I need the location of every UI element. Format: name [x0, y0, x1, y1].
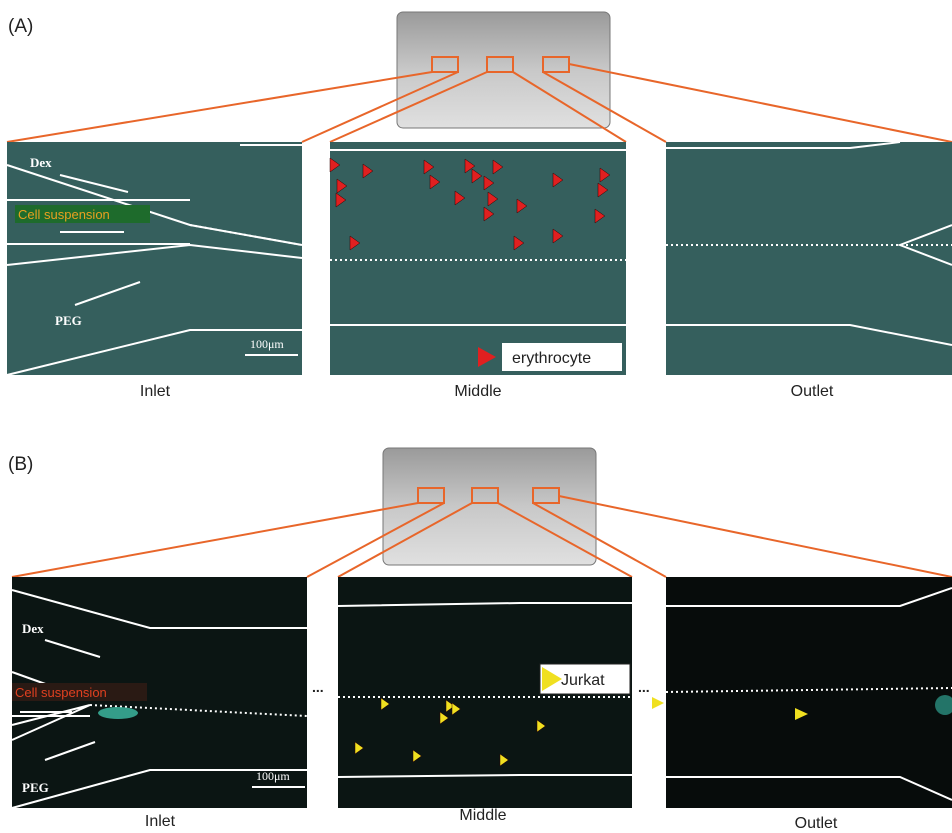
- separator: ...: [312, 679, 324, 695]
- flow-label: Dex: [22, 621, 44, 636]
- chip-photo: [397, 12, 610, 128]
- caption: Middle: [454, 383, 501, 400]
- figure: (A) Dex Cell suspension PEG 100μm erythr…: [0, 0, 952, 833]
- legend-label: erythrocyte: [512, 350, 591, 367]
- flow-label: PEG: [55, 313, 82, 328]
- caption: Inlet: [145, 813, 176, 830]
- panel-label: (B): [8, 454, 33, 475]
- flow-label: PEG: [22, 780, 49, 795]
- chip-photo: [383, 448, 596, 565]
- caption: Outlet: [791, 383, 834, 400]
- scale-bar: 100μm: [250, 337, 284, 351]
- caption: Outlet: [795, 815, 838, 832]
- flow-label: Cell suspension: [18, 207, 110, 222]
- flow-label: Dex: [30, 155, 52, 170]
- outlet-image: [666, 142, 952, 375]
- flow-label: Cell suspension: [15, 685, 107, 700]
- panel-label: (A): [8, 16, 33, 37]
- marker: [652, 697, 664, 709]
- legend-label: Jurkat: [561, 672, 605, 689]
- outlet-image: [666, 577, 952, 808]
- caption: Middle: [459, 807, 506, 824]
- scale-bar: 100μm: [256, 769, 290, 783]
- separator: ...: [638, 679, 650, 695]
- caption: Inlet: [140, 383, 171, 400]
